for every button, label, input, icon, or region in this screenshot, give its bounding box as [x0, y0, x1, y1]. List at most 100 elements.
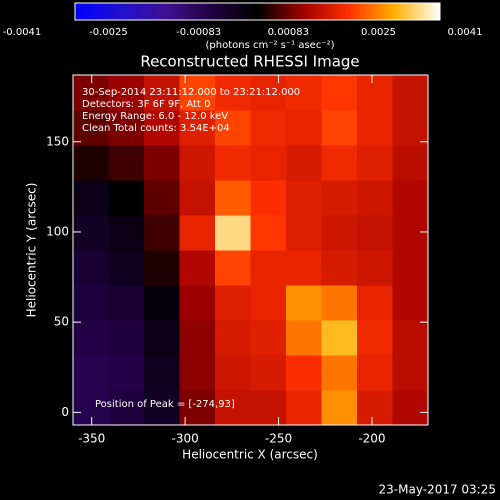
heatmap-cell [73, 390, 109, 426]
y-tick-label: 150 [46, 134, 69, 148]
y-tick-label: 0 [61, 405, 69, 419]
heatmap-cell [286, 250, 322, 286]
heatmap-cell [215, 75, 251, 111]
heatmap-cell [108, 215, 145, 251]
chart-title: Reconstructed RHESSI Image [140, 53, 359, 71]
heatmap-cell [144, 110, 180, 146]
heatmap-cell [179, 215, 216, 251]
heatmap-cell [392, 355, 429, 391]
colorbar-tick-label: 0.0041 [448, 27, 483, 38]
y-tick-label: 100 [46, 224, 69, 238]
heatmap-cell [392, 145, 429, 181]
heatmap-cell [286, 145, 322, 181]
x-tick-label: -350 [78, 432, 105, 446]
heatmap-cell [215, 180, 251, 216]
heatmap-cell [250, 355, 287, 391]
heatmap-cell [179, 145, 216, 181]
heatmap-cell [215, 390, 251, 426]
heatmap-cell [321, 250, 358, 286]
heatmap-cell [357, 285, 393, 321]
heatmap-cell [321, 110, 358, 146]
heatmap-cell [73, 145, 109, 181]
heatmap-cell [250, 75, 287, 111]
heatmap-cell [215, 110, 251, 146]
heatmap-cell [357, 215, 393, 251]
heatmap-cell [73, 75, 109, 111]
heatmap-cell [108, 110, 145, 146]
heatmap-cell [250, 215, 287, 251]
heatmap-cell [286, 75, 322, 111]
colorbar-tick-label: -0.0041 [3, 27, 42, 38]
heatmap-cell [357, 250, 393, 286]
annotation: Detectors: 3F 6F 9F, Att 0 [82, 99, 210, 110]
heatmap-cell [144, 390, 180, 426]
heatmap-cell [108, 180, 145, 216]
heatmap-cell [392, 180, 429, 216]
heatmap-cell [179, 320, 216, 356]
heatmap-cell [321, 75, 358, 111]
heatmap-cell [179, 110, 216, 146]
plot-frame [72, 74, 429, 426]
heatmap-cell [286, 390, 322, 426]
x-tick-label: -300 [171, 432, 198, 446]
heatmap-cell [73, 320, 109, 356]
heatmap-cell [108, 250, 145, 286]
heatmap-cell [321, 145, 358, 181]
heatmap-cell [286, 320, 322, 356]
heatmap-cell [286, 355, 322, 391]
annotation: Clean Total counts: 3.54E+04 [82, 123, 230, 134]
heatmap-cell [321, 355, 358, 391]
peak-label: Position of Peak = [-274,93] [95, 399, 235, 410]
heatmap-cell [144, 215, 180, 251]
annotation: Energy Range: 6.0 - 12.0 keV [82, 111, 228, 122]
heatmap-cell [286, 110, 322, 146]
heatmap-cell [73, 110, 109, 146]
heatmap-cell [286, 215, 322, 251]
footer-date: 23-May-2017 03:25 [379, 483, 496, 497]
heatmap-cell [250, 320, 287, 356]
x-tick-label: -200 [358, 432, 385, 446]
heatmap-cell [321, 215, 358, 251]
heatmap-cell [250, 110, 287, 146]
heatmap-cell [144, 355, 180, 391]
heatmap [73, 75, 429, 426]
heatmap-cell [108, 390, 145, 426]
heatmap-cell [73, 250, 109, 286]
heatmap-cell [108, 285, 145, 321]
heatmap-cell [286, 180, 322, 216]
colorbar-tick-label: -0.0025 [89, 27, 128, 38]
heatmap-cell [108, 145, 145, 181]
heatmap-cell [73, 355, 109, 391]
x-tick-label: -250 [265, 432, 292, 446]
heatmap-cell [357, 145, 393, 181]
heatmap-cell [73, 180, 109, 216]
heatmap-cell [392, 390, 429, 426]
heatmap-cell [250, 250, 287, 286]
heatmap-cell [73, 215, 109, 251]
heatmap-cell [73, 285, 109, 321]
heatmap-cell [144, 180, 180, 216]
heatmap-cell [392, 215, 429, 251]
heatmap-cell [144, 250, 180, 286]
annotation: 30-Sep-2014 23:11:12.000 to 23:21:12.000 [82, 87, 300, 98]
heatmap-cell [179, 355, 216, 391]
heatmap-cell [392, 250, 429, 286]
heatmap-cell [215, 215, 251, 251]
heatmap-cell [215, 285, 251, 321]
heatmap-cell [286, 285, 322, 321]
heatmap-cell [108, 75, 145, 111]
heatmap-cell [321, 285, 358, 321]
heatmap-cell [321, 180, 358, 216]
heatmap-cell [144, 320, 180, 356]
heatmap-cell [357, 355, 393, 391]
heatmap-cell [215, 355, 251, 391]
heatmap-cell [108, 320, 145, 356]
heatmap-cell [179, 250, 216, 286]
heatmap-cell [357, 320, 393, 356]
heatmap-cell [392, 110, 429, 146]
y-tick-label: 50 [54, 315, 69, 329]
heatmap-cell [357, 75, 393, 111]
x-axis-label: Heliocentric X (arcsec) [182, 448, 318, 462]
colorbar-tick-label: 0.00083 [268, 27, 309, 38]
